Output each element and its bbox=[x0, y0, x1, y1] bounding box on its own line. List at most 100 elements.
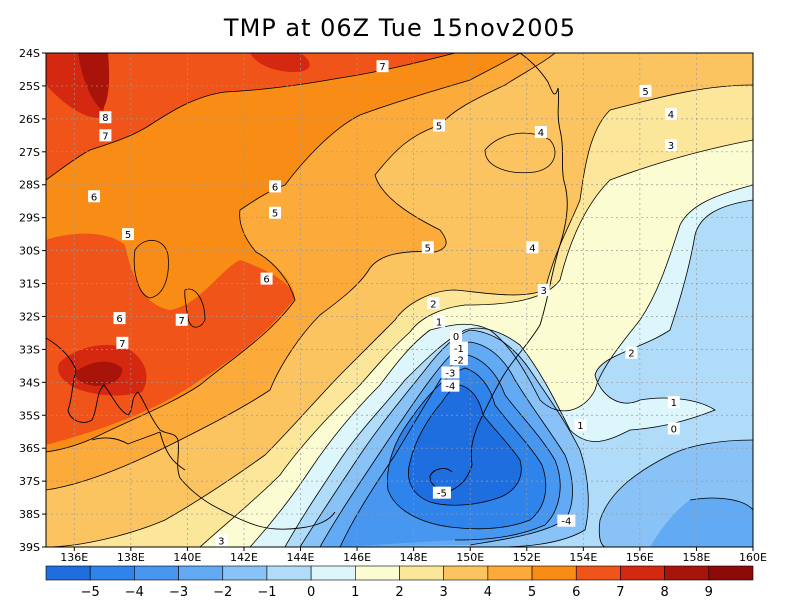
contour-label-bg bbox=[432, 486, 451, 499]
contour-label: -3 bbox=[445, 368, 455, 379]
contour-label: 7 bbox=[119, 339, 125, 350]
y-tick-label: 37S bbox=[19, 475, 40, 488]
band-7-8 bbox=[46, 53, 455, 445]
contour-label-bg bbox=[450, 330, 463, 343]
contour-label-bg bbox=[667, 396, 680, 409]
coastline bbox=[46, 53, 568, 530]
colorbar-swatch bbox=[89, 565, 135, 581]
contour-label: 6 bbox=[263, 275, 269, 286]
colorbar-swatch bbox=[355, 565, 400, 581]
contour-label-bg bbox=[441, 379, 460, 392]
colorbar-swatch bbox=[708, 565, 754, 581]
contour-label-bg bbox=[260, 272, 273, 285]
x-tick-label: 138E bbox=[117, 551, 145, 564]
y-tick-label: 36S bbox=[19, 442, 40, 455]
colorbar-swatch bbox=[178, 565, 224, 581]
x-tick-label: 156E bbox=[626, 551, 654, 564]
contour-label: -5 bbox=[437, 489, 447, 500]
colorbar-swatch bbox=[310, 565, 356, 581]
contour-label: 5 bbox=[272, 209, 278, 220]
y-tick-label: 28S bbox=[19, 179, 40, 192]
colorbar: −5 −4 −3 −2 −1 0 1 2 3 4 5 6 7 8 9 bbox=[45, 565, 754, 600]
colorbar-label: −5 bbox=[81, 585, 100, 600]
y-tick-label: 38S bbox=[19, 508, 40, 521]
contour-label: 2 bbox=[628, 349, 634, 360]
colorbar-swatch bbox=[443, 565, 489, 581]
contour-label-bg bbox=[116, 336, 129, 349]
colorbar-label: 2 bbox=[395, 585, 403, 600]
contour-label: 4 bbox=[668, 110, 674, 121]
plot-frame bbox=[45, 52, 754, 548]
colorbar-label: 7 bbox=[616, 585, 624, 600]
y-tick-label: 27S bbox=[19, 146, 40, 159]
x-tick-label: 152E bbox=[513, 551, 541, 564]
contour-label: -2 bbox=[454, 355, 464, 366]
colorbar-label: −2 bbox=[213, 585, 232, 600]
y-tick-label: 24S bbox=[19, 47, 40, 60]
band-8-9 bbox=[46, 53, 310, 396]
x-axis: 136E 138E 140E 142E 144E 146E 148E 150E 152E 154E… bbox=[60, 547, 767, 564]
x-tick-label: 148E bbox=[400, 551, 428, 564]
colorbar-swatch bbox=[487, 565, 533, 581]
colorbar-label: −4 bbox=[125, 585, 144, 600]
colorbar-label: 6 bbox=[572, 585, 580, 600]
contour-label: 5 bbox=[125, 230, 131, 241]
x-tick-label: 142E bbox=[230, 551, 258, 564]
colorbar-label: 3 bbox=[440, 585, 448, 600]
colorbar-swatch bbox=[266, 565, 312, 581]
contour-label: -4 bbox=[445, 382, 455, 393]
contour-label: -4 bbox=[561, 517, 571, 528]
contour-label: 0 bbox=[671, 424, 677, 435]
contour-label: 8 bbox=[102, 113, 108, 124]
contour-label-bg bbox=[427, 297, 440, 310]
x-tick-label: 144E bbox=[287, 551, 315, 564]
contour-label: 7 bbox=[379, 62, 385, 73]
contour-label-bg bbox=[664, 107, 677, 120]
contour-label: 1 bbox=[671, 398, 677, 409]
contour-label-bg bbox=[449, 353, 468, 366]
y-tick-label: 30S bbox=[19, 245, 40, 258]
contour-label-bg bbox=[113, 312, 126, 325]
contour-label-bg bbox=[88, 190, 101, 203]
y-tick-label: 26S bbox=[19, 113, 40, 126]
contour-label: 0 bbox=[453, 332, 459, 343]
colorbar-swatch bbox=[531, 565, 577, 581]
x-tick-label: 160E bbox=[739, 551, 767, 564]
grid-lines bbox=[46, 53, 753, 547]
y-tick-label: 32S bbox=[19, 310, 40, 323]
contour-label: 6 bbox=[116, 314, 122, 325]
contour-label: 3 bbox=[541, 286, 547, 297]
colorbar-label: 8 bbox=[660, 585, 668, 600]
contour-label-bg bbox=[574, 419, 587, 432]
x-tick-label: 154E bbox=[569, 551, 597, 564]
contour-label: 2 bbox=[430, 299, 436, 310]
colorbar-swatch bbox=[45, 565, 91, 581]
contour-label-bg bbox=[534, 126, 547, 139]
colorbar-swatch bbox=[620, 565, 665, 581]
y-axis: 24S 25S 26S 27S 28S 29S 30S 31S 32S 33S 34S 35S 36S 3… bbox=[19, 47, 46, 554]
contour-label: 3 bbox=[218, 536, 224, 547]
colorbar-label: −1 bbox=[257, 585, 276, 600]
x-tick-label: 136E bbox=[60, 551, 88, 564]
contour-label: 1 bbox=[577, 421, 583, 432]
contour-label-bg bbox=[441, 366, 460, 379]
y-tick-label: 39S bbox=[19, 541, 40, 554]
contour-label-bg bbox=[433, 119, 446, 132]
colorbar-label: 0 bbox=[307, 585, 315, 600]
map-title: TMP at 06Z Tue 15nov2005 bbox=[223, 14, 577, 42]
contour-label-bg bbox=[526, 241, 539, 254]
colorbar-label: 5 bbox=[528, 585, 536, 600]
contour-label-bg bbox=[639, 84, 652, 97]
colorbar-label: 4 bbox=[484, 585, 492, 600]
contour-label-bg bbox=[122, 228, 135, 241]
contour-label: 4 bbox=[529, 243, 535, 254]
contour-label: 3 bbox=[668, 141, 674, 152]
contour-label: 6 bbox=[91, 192, 97, 203]
y-tick-label: 35S bbox=[19, 409, 40, 422]
contour-label: 4 bbox=[538, 128, 544, 139]
contour-label-bg bbox=[433, 315, 446, 328]
colorbar-swatch bbox=[399, 565, 444, 581]
contour-label: 7 bbox=[179, 316, 185, 327]
